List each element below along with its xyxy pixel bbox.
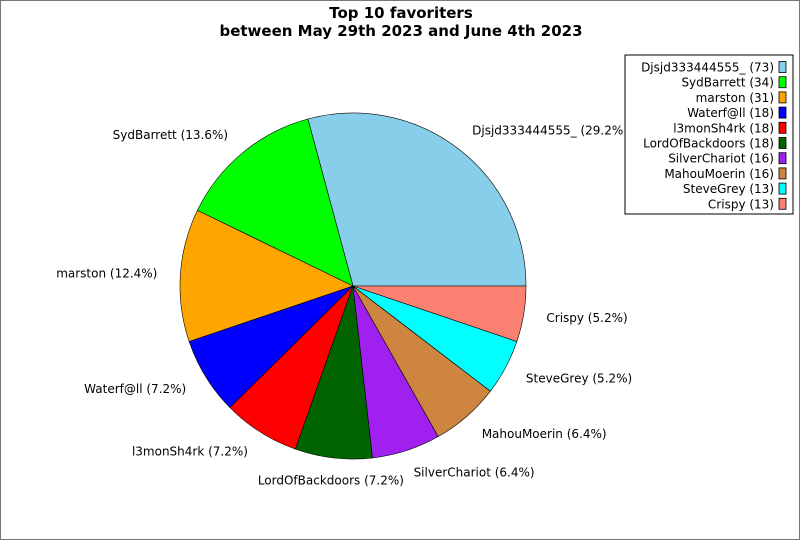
slice-label: l3monSh4rk (7.2%): [132, 444, 248, 458]
legend-box: [624, 54, 794, 215]
legend-swatch: [778, 167, 787, 180]
legend: Djsjd333444555_ (73)SydBarrett (34)marst…: [624, 54, 794, 215]
slice-label: SteveGrey (5.2%): [526, 371, 632, 385]
legend-swatch: [778, 76, 787, 89]
legend-entry-label: SteveGrey (13): [683, 182, 774, 196]
legend-swatch: [778, 61, 787, 73]
slice-label: SilverChariot (6.4%): [414, 465, 535, 479]
legend-swatch: [778, 137, 787, 149]
legend-entry-label: SydBarrett (34): [681, 76, 774, 90]
legend-swatch: [778, 106, 787, 119]
legend-swatch: [778, 152, 787, 165]
pie-slice-1: [197, 118, 354, 287]
pie-slice-2: [179, 209, 354, 342]
legend-entry-label: SilverChariot (16): [668, 152, 774, 166]
legend-entry-label: Crispy (13): [708, 197, 774, 211]
legend-entry-label: Waterf@ll (18): [687, 106, 774, 120]
slice-label: LordOfBackdoors (7.2%): [258, 474, 404, 488]
slice-label: Waterf@ll (7.2%): [84, 382, 186, 396]
pie-slice-9: [352, 285, 527, 342]
slice-label: marston (12.4%): [56, 267, 157, 281]
legend-swatch: [778, 91, 787, 104]
legend-entry-label: MahouMoerin (16): [664, 167, 774, 181]
legend-entry-label: marston (31): [696, 91, 774, 105]
chart-title-line-1: Top 10 favoriters: [329, 4, 473, 22]
chart-title-line-2: between May 29th 2023 and June 4th 2023: [219, 22, 582, 40]
slice-label: SydBarrett (13.6%): [113, 128, 228, 142]
slice-label: MahouMoerin (6.4%): [482, 427, 607, 441]
legend-entry-label: Djsjd333444555_ (73): [641, 61, 774, 75]
slice-label: Djsjd333444555_ (29.2%): [472, 123, 628, 137]
slice-label: Crispy (5.2%): [546, 311, 627, 325]
legend-swatch: [778, 197, 787, 210]
legend-swatch: [778, 121, 787, 134]
legend-swatch: [778, 182, 787, 195]
pie-slice-0: [307, 112, 527, 287]
legend-entry-label: l3monSh4rk (18): [673, 121, 774, 135]
legend-entry-label: LordOfBackdoors (18): [643, 137, 774, 151]
